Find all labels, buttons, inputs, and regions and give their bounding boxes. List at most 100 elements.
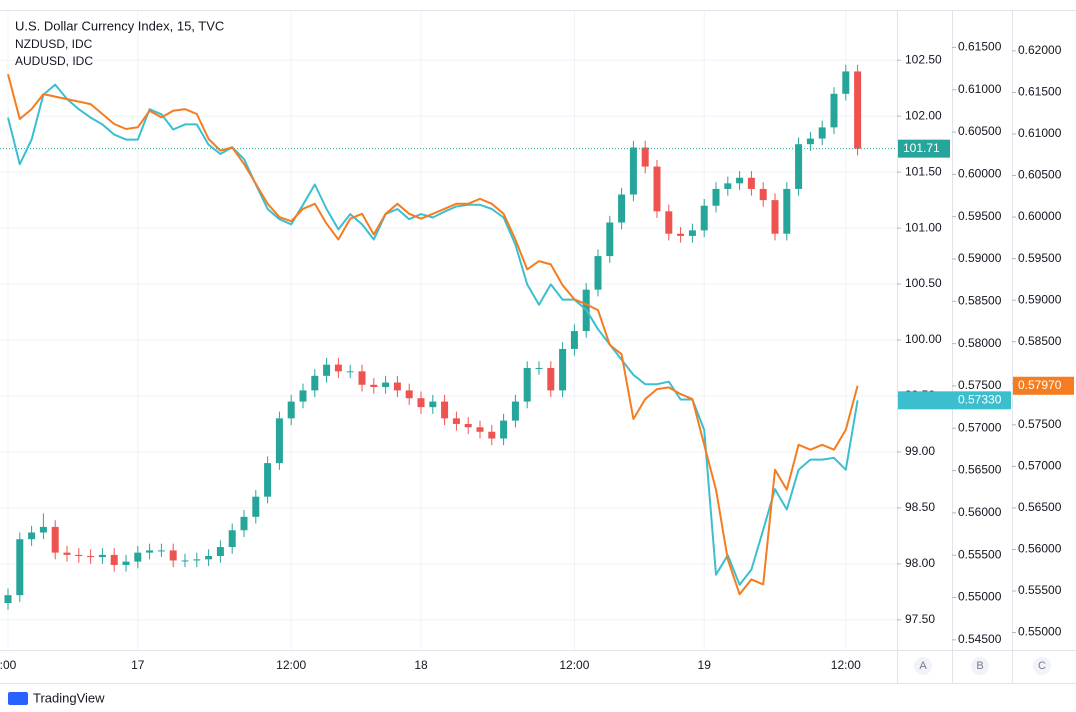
candle-body: [677, 233, 685, 236]
x-tick-label: 18: [414, 658, 428, 672]
candle-body: [87, 555, 95, 558]
candle-body: [641, 147, 649, 167]
candle-body: [452, 418, 460, 424]
y-tick-label: 0.57500: [958, 378, 1002, 392]
axis-button: [971, 657, 989, 675]
y-tick-label: 0.61000: [958, 82, 1002, 96]
y-tick-label: 0.55500: [1018, 583, 1062, 597]
y-tick-label: 0.56500: [1018, 500, 1062, 514]
y-tick-label: 102.50: [905, 52, 942, 66]
legend-entry: NZDUSD, IDC: [15, 37, 93, 51]
price-label-box: [898, 139, 950, 158]
candle-body: [759, 188, 767, 201]
y-tick-label: 0.54500: [958, 632, 1002, 646]
y-tick-label: 99.00: [905, 444, 935, 458]
candle-body: [193, 559, 201, 561]
candle-body: [747, 177, 755, 189]
candle-body: [441, 401, 449, 419]
candle-body: [818, 127, 826, 139]
candle-body: [688, 230, 696, 236]
y-tick-label: 101.50: [905, 164, 942, 178]
y-tick-label: 98.50: [905, 500, 935, 514]
candle-body: [28, 532, 36, 540]
candle-body: [346, 371, 354, 373]
y-tick-label: 100.50: [905, 276, 942, 290]
candle-body: [806, 138, 814, 145]
candle-body: [393, 382, 401, 391]
axes: 97.5098.0098.5099.0099.50100.00100.50101…: [0, 40, 1074, 675]
y-tick-label: 102.00: [905, 108, 942, 122]
candle-body: [39, 526, 47, 533]
candle-body: [559, 348, 567, 391]
candle-body: [842, 71, 850, 94]
y-tick-label: 0.61500: [958, 40, 1002, 54]
legend-entry: AUDUSD, IDC: [15, 54, 93, 68]
y-tick-label: 0.56000: [958, 505, 1002, 519]
candle-body: [264, 463, 272, 497]
candle-body: [594, 256, 602, 290]
y-tick-label: 0.59000: [1018, 292, 1062, 306]
candle-body: [252, 496, 260, 517]
x-tick-label: 12:00: [559, 658, 589, 672]
y-tick-label: 0.56500: [958, 463, 1002, 477]
candle-body: [4, 595, 12, 603]
x-tick-label: 17: [131, 658, 145, 672]
series-line: [7, 73, 859, 596]
candle-body: [275, 418, 283, 464]
y-tick-label: 0.59000: [958, 251, 1002, 265]
candle-body: [169, 550, 177, 561]
candle-body: [629, 147, 637, 195]
candle-body: [334, 364, 342, 372]
price-label: 0.57330: [958, 392, 1002, 406]
y-tick-label: 100.00: [905, 332, 942, 346]
y-tick-label: 97.50: [905, 612, 935, 626]
y-tick-label: 0.58500: [1018, 334, 1062, 348]
price-label: 0.57970: [1018, 378, 1062, 392]
y-tick-label: 0.60500: [1018, 168, 1062, 182]
candle-body: [382, 382, 390, 388]
candle-body: [476, 427, 484, 432]
candle-body: [523, 367, 531, 402]
candle-body: [16, 539, 24, 596]
candle-body: [795, 144, 803, 189]
y-tick-label: 0.58000: [958, 336, 1002, 350]
series-line: [7, 83, 859, 586]
y-tick-label: 0.61500: [1018, 85, 1062, 99]
candle-body: [134, 552, 142, 562]
y-tick-label: 0.58500: [958, 293, 1002, 307]
y-tick-label: 0.62000: [1018, 43, 1062, 57]
y-tick-label: 0.59500: [1018, 251, 1062, 265]
candle-body: [110, 554, 118, 565]
candle-body: [98, 554, 106, 558]
axis-button: [1033, 657, 1051, 675]
candle-body: [618, 194, 626, 223]
candle-body: [370, 384, 378, 388]
y-tick-label: 0.55000: [958, 590, 1002, 604]
candle-body: [417, 398, 425, 408]
y-tick-label: 0.60500: [958, 124, 1002, 138]
chart-title: U.S. Dollar Currency Index, 15, TVC: [15, 18, 224, 33]
candle-body: [712, 188, 720, 206]
candle-body: [157, 550, 165, 552]
candle-body: [228, 530, 236, 548]
candle-body: [535, 367, 543, 369]
price-label: 101.71: [903, 141, 940, 155]
brand-name: TradingView: [33, 690, 105, 705]
y-tick-label: 0.57000: [958, 420, 1002, 434]
candle-body: [51, 526, 59, 553]
y-tick-label: 0.57000: [1018, 459, 1062, 473]
candle-body: [181, 560, 189, 562]
axis-button-label: C: [1038, 660, 1046, 672]
candle-body: [299, 390, 307, 402]
candle-body: [240, 516, 248, 531]
y-tick-label: 0.59500: [958, 209, 1002, 223]
y-tick-label: 0.57500: [1018, 417, 1062, 431]
candle-body: [665, 211, 673, 234]
logo-icon: [8, 692, 28, 705]
candle-body: [216, 547, 224, 556]
y-tick-label: 0.60000: [958, 167, 1002, 181]
candle-body: [724, 183, 732, 189]
y-tick-label: 0.55000: [1018, 625, 1062, 639]
